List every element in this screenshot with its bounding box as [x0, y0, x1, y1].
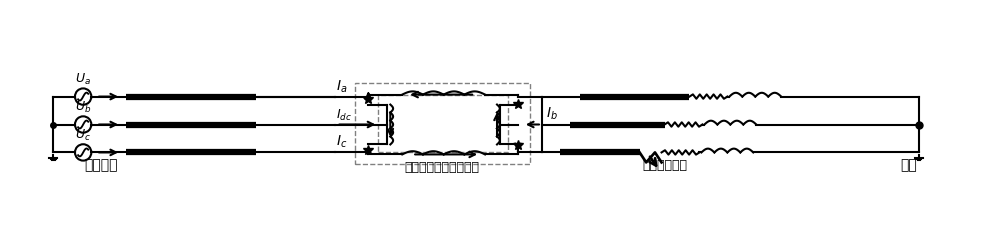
Text: $U_a$: $U_a$ — [75, 72, 91, 86]
Text: $I_{dc}$: $I_{dc}$ — [336, 107, 352, 122]
Text: $I_c$: $I_c$ — [336, 134, 348, 150]
Text: 自动故障电流限制装置: 自动故障电流限制装置 — [405, 160, 480, 173]
Text: $U_c$: $U_c$ — [75, 127, 91, 142]
Bar — [355, 83, 530, 165]
Text: $I_b$: $I_b$ — [546, 105, 558, 121]
Text: $I_a$: $I_a$ — [336, 78, 348, 94]
Bar — [378, 95, 508, 153]
Text: $U_b$: $U_b$ — [75, 99, 91, 114]
Text: 三相电网: 三相电网 — [84, 157, 118, 171]
Text: 负荷: 负荷 — [900, 157, 917, 171]
Text: 接地短路故障: 接地短路故障 — [642, 158, 687, 171]
